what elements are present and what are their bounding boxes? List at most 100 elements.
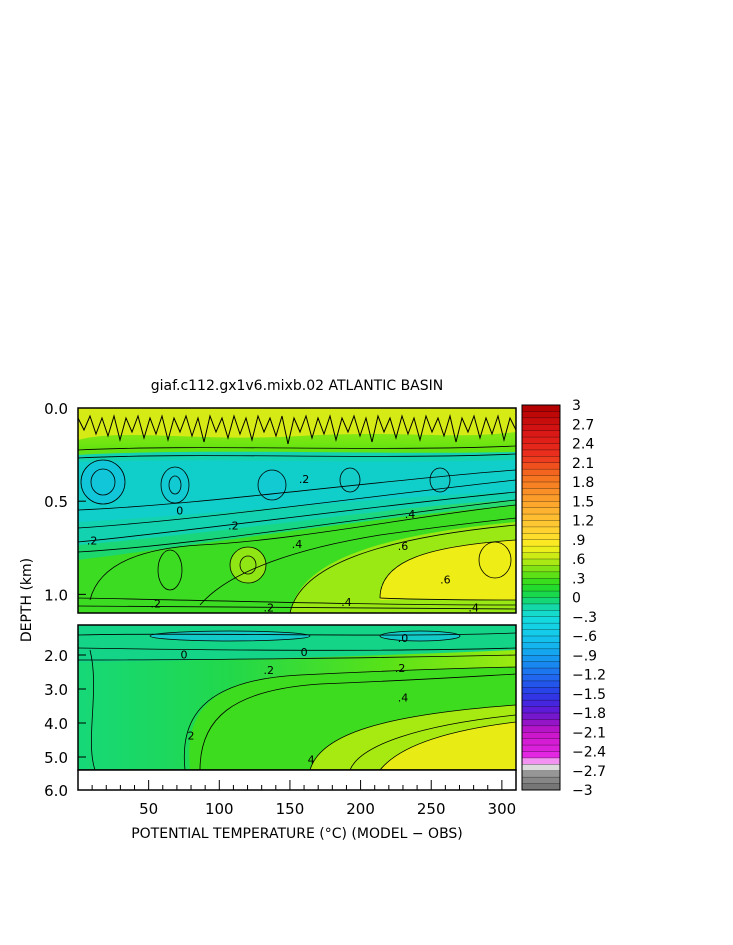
y-axis-title: DEPTH (km) (19, 558, 35, 642)
colorbar-swatch (522, 469, 560, 476)
colorbar-swatch (522, 648, 560, 656)
colorbar-swatch (522, 584, 560, 592)
colorbar-swatch (522, 424, 560, 431)
colorbar-swatch (522, 539, 560, 547)
y-tick-label: 5.0 (44, 749, 68, 767)
colorbar-swatch (522, 411, 560, 419)
colorbar-swatch (522, 636, 560, 643)
colorbar-swatch (522, 546, 560, 553)
upper-warm-core (380, 540, 516, 600)
upper-surface-spikes (78, 414, 516, 445)
colorbar: 3 2.7 2.4 2.1 1.8 1.5 1.2 .9 .6 .3 0 −.3 −.6 −.9 −1.2 −… (521, 398, 606, 799)
contour-label: .2 (150, 598, 161, 611)
colorbar-label: 1.2 (572, 514, 594, 530)
colorbar-swatch (522, 719, 560, 727)
colorbar-swatch (522, 745, 560, 752)
contour-label: .2 (228, 519, 239, 532)
colorbar-swatch (522, 655, 560, 662)
y-tick-label: 0.5 (44, 493, 68, 511)
cold-blob (258, 470, 286, 500)
lower-contour-lines (78, 630, 516, 770)
x-tick-label: 50 (139, 800, 158, 818)
colorbar-swatch (522, 482, 560, 489)
contour-label: .6 (440, 573, 451, 586)
contour-label: .2 (87, 534, 98, 547)
colorbar-swatch (522, 693, 560, 701)
colorbar-swatch (522, 571, 560, 579)
colorbar-swatch (522, 661, 560, 669)
colorbar-swatch (522, 751, 560, 759)
colorbar-swatch (522, 680, 560, 688)
colorbar-swatch (522, 610, 560, 618)
cold-blob (150, 631, 310, 641)
contour-label: .2 (263, 664, 274, 677)
contour-label: .4 (405, 508, 416, 521)
colorbar-label: −1.5 (572, 687, 606, 703)
colorbar-label: −2.4 (572, 745, 606, 761)
contour-label: 0 (180, 648, 187, 661)
colorbar-swatch (522, 713, 560, 720)
y-tick-label: 1.0 (44, 586, 68, 604)
colorbar-swatch (522, 501, 560, 508)
colorbar-swatch (522, 475, 560, 483)
colorbar-swatch (522, 507, 560, 515)
upper-panel (78, 408, 516, 613)
colorbar-label: −2.7 (572, 764, 606, 780)
colorbar-frame (521, 404, 561, 791)
colorbar-label: −1.8 (572, 706, 606, 722)
colorbar-swatch (522, 443, 560, 451)
colorbar-swatch (522, 629, 560, 637)
contour-label: .0 (398, 632, 409, 645)
colorbar-swatch (522, 456, 560, 464)
colorbar-swatch (522, 700, 560, 707)
colorbar-swatch (522, 405, 560, 412)
contour-label: .6 (398, 540, 409, 553)
contour-label: 0 (301, 646, 308, 659)
colorbar-swatch (522, 494, 560, 502)
colorbar-label: .3 (572, 571, 585, 587)
colorbar-label: 1.5 (572, 494, 594, 510)
cold-blob (161, 467, 189, 503)
y-tick-label: 2.0 (44, 647, 68, 665)
colorbar-swatch (522, 770, 560, 778)
colorbar-swatch (522, 430, 560, 438)
contour-label: .4 (398, 692, 409, 705)
colorbar-label: .6 (572, 552, 585, 568)
colorbar-swatch (522, 449, 560, 457)
colorbar-swatch (522, 603, 560, 611)
colorbar-swatch (522, 616, 560, 624)
colorbar-label: −2.1 (572, 725, 606, 741)
colorbar-swatch (522, 764, 560, 772)
colorbar-swatch (522, 783, 560, 791)
colorbar-swatch (522, 777, 560, 784)
x-tick-label: 150 (276, 800, 305, 818)
colorbar-label: −.9 (572, 648, 597, 664)
lower-panel (78, 625, 516, 770)
contour-label: 4 (308, 754, 315, 767)
colorbar-swatch (522, 597, 560, 605)
y-tick-label: 3.0 (44, 681, 68, 699)
colorbar-swatch (522, 462, 560, 470)
bottom-empty-strip (77, 769, 517, 791)
colorbar-swatch (522, 642, 560, 650)
x-axis-title: POTENTIAL TEMPERATURE (°C) (MODEL − OBS) (131, 826, 463, 842)
cold-blob (430, 468, 450, 492)
chart-title: giaf.c112.gx1v6.mixb.02 ATLANTIC BASIN (151, 378, 444, 394)
contour-labels: 0 .2 .2 .4 .2 .4 .6 .6 .2 .2 .4 .4 0 0 .0 .2 .2 .4 2 4 (87, 473, 479, 767)
colorbar-swatch (522, 437, 560, 444)
colorbar-swatch (522, 526, 560, 534)
x-tick-label: 100 (205, 800, 234, 818)
contour-label: .2 (395, 662, 406, 675)
colorbar-swatch (522, 533, 560, 541)
colorbar-swatch (522, 514, 560, 521)
colorbar-label: 0 (572, 591, 581, 607)
cold-blob (81, 460, 125, 504)
colorbar-swatch (522, 674, 560, 682)
colorbar-label: −.6 (572, 629, 597, 645)
colorbar-swatch (522, 732, 560, 739)
y-tick-label: 4.0 (44, 715, 68, 733)
colorbar-swatch (522, 706, 560, 714)
colorbar-label: 2.1 (572, 456, 594, 472)
colorbar-swatch (522, 417, 560, 425)
